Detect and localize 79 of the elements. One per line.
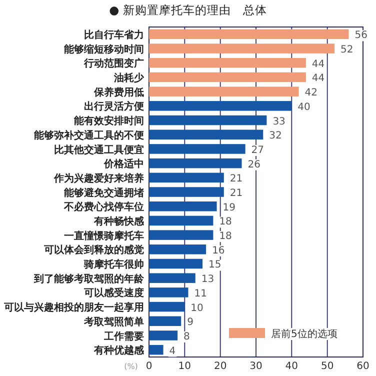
x-tick-label: 30 xyxy=(250,361,262,372)
x-tick-label: 0 xyxy=(146,361,152,372)
bar xyxy=(149,101,292,111)
bar xyxy=(149,273,196,283)
bar xyxy=(149,130,264,140)
data-label: 11 xyxy=(194,288,207,300)
y-tick-label: 能够缩短移动时间 xyxy=(64,43,144,56)
data-label: 21 xyxy=(230,174,243,185)
legend-label: 居前5位的选项 xyxy=(271,328,338,340)
y-tick-label: 能够弥补交通工具的不便 xyxy=(34,129,144,142)
y-tick-label: 能有效安排时间 xyxy=(74,115,144,128)
x-tick-label: 50 xyxy=(320,361,334,372)
y-tick-label: 骑摩托车很帅 xyxy=(83,258,144,271)
bar xyxy=(149,344,164,355)
y-tick-label: 可以体会到释放的感觉 xyxy=(43,244,144,256)
y-tick-label: 保养费用低 xyxy=(93,86,144,98)
data-label: 40 xyxy=(298,102,310,113)
y-tick-label: 能够避免交通拥堵 xyxy=(64,186,144,199)
y-tick-label: 到了能够考取驾照的年龄 xyxy=(33,272,145,285)
y-tick-label: 一直憧憬骑摩托车 xyxy=(64,230,144,242)
data-label: 13 xyxy=(201,274,214,286)
y-tick-label: 油耗少 xyxy=(113,72,145,84)
y-tick-label: 比其他交通工具便宜 xyxy=(54,144,144,156)
x-tick-label: 40 xyxy=(285,361,298,372)
bar xyxy=(149,258,202,269)
bar xyxy=(149,86,299,96)
y-tick-label: 作为兴趣爱好来培养 xyxy=(53,172,144,184)
bar xyxy=(149,29,349,40)
data-label: 18 xyxy=(219,216,232,228)
bar xyxy=(149,58,306,68)
bar xyxy=(149,302,185,312)
bar xyxy=(149,144,246,154)
data-label: 16 xyxy=(212,245,225,256)
bar xyxy=(149,288,188,298)
bar xyxy=(149,330,178,340)
data-label: 56 xyxy=(354,30,368,42)
x-axis-title: (%) xyxy=(124,362,138,371)
y-tick-label: 出行灵活方便 xyxy=(84,100,144,113)
data-label: 52 xyxy=(340,44,354,56)
bar xyxy=(149,230,214,240)
data-label: 26 xyxy=(248,159,260,170)
bar xyxy=(149,244,206,254)
x-tick-label: 10 xyxy=(178,361,192,372)
x-tick-label: 20 xyxy=(214,361,227,372)
data-label: 18 xyxy=(219,231,232,242)
y-tick-label: 有种畅快感 xyxy=(93,215,145,228)
data-label: 8 xyxy=(184,331,190,342)
data-label: 44 xyxy=(312,58,325,70)
data-label: 19 xyxy=(222,202,236,214)
data-label: 10 xyxy=(190,302,204,314)
y-tick-label: 比自行车省力 xyxy=(84,28,144,41)
y-tick-label: 可以与兴趣相投的朋友一起享用 xyxy=(3,302,144,314)
data-label: 32 xyxy=(269,130,282,142)
y-tick-label: 可以感受速度 xyxy=(83,287,144,300)
data-label: 21 xyxy=(230,188,243,199)
y-tick-label: 考取驾照简单 xyxy=(83,316,144,328)
data-label: 44 xyxy=(312,73,325,84)
bar xyxy=(149,187,224,197)
y-tick-label: 不必费心找停车位 xyxy=(63,201,144,214)
bar xyxy=(149,201,217,212)
data-label: 4 xyxy=(169,346,176,357)
data-label: 33 xyxy=(272,116,286,128)
data-label: 42 xyxy=(304,88,318,99)
chart-title: ● 新购置摩托车的理由 总体 xyxy=(109,3,267,17)
bar xyxy=(149,72,306,82)
x-tick-label: 60 xyxy=(356,361,370,372)
bar xyxy=(149,44,334,54)
y-tick-label: 有种优越感 xyxy=(93,344,145,357)
data-label: 27 xyxy=(251,144,264,156)
y-tick-label: 工作需要 xyxy=(103,330,144,342)
data-label: 9 xyxy=(187,317,194,328)
bar xyxy=(149,115,267,126)
data-label: 15 xyxy=(208,260,222,271)
y-tick-label: 价格适中 xyxy=(103,158,144,170)
bar xyxy=(149,172,224,183)
bar xyxy=(149,216,214,226)
bar xyxy=(149,158,242,168)
y-tick-label: 行动范围变广 xyxy=(83,58,144,70)
bar xyxy=(149,316,182,326)
